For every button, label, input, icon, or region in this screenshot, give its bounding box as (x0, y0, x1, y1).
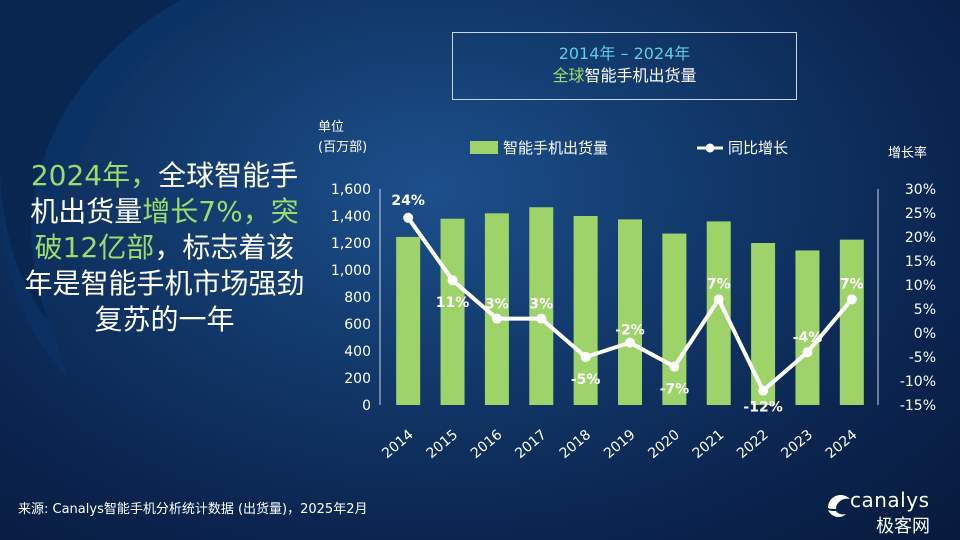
headline-part4: 突破12亿部 (34, 195, 299, 264)
watermark: 极客网 (876, 516, 930, 537)
x-tick-label: 2015 (424, 427, 462, 462)
right-tick-label: 15% (905, 254, 936, 270)
growth-point-2014 (403, 212, 414, 223)
chart-title-years: 2014年 – 2024年 (558, 44, 691, 63)
growth-point-2024 (846, 294, 857, 305)
right-tick-label: 25% (905, 206, 936, 222)
x-tick-label: 2018 (557, 427, 595, 462)
growth-data-label: 7% (840, 276, 864, 292)
growth-data-label: 3% (485, 297, 509, 313)
x-tick-label: 2014 (379, 427, 417, 462)
bar-2020 (662, 233, 687, 405)
x-tick-label: 2024 (823, 427, 861, 462)
right-tick-label: 10% (905, 278, 936, 294)
right-tick-label: 5% (914, 302, 936, 318)
growth-point-2019 (625, 337, 635, 348)
bar-2015 (440, 218, 465, 405)
growth-data-label: -12% (743, 400, 782, 416)
growth-point-2020 (669, 361, 680, 372)
growth-data-label: 3% (529, 297, 553, 313)
x-tick-label: 2022 (734, 427, 772, 462)
headline-part5: ，标志着该年是智能手机市场强劲复苏的一年 (24, 231, 305, 336)
legend-bar-swatch (470, 141, 498, 154)
left-tick-label: 800 (344, 290, 371, 306)
headline-part2: 全球智能手机出货量 (30, 159, 299, 228)
left-tick-label: 1,000 (331, 263, 371, 279)
growth-data-label: 24% (391, 193, 425, 209)
x-tick-label: 2019 (601, 427, 639, 462)
source-note: 来源: Canalys智能手机分析统计数据 (出货量)，2025年2月 (18, 502, 368, 517)
brand-name: canalys (850, 488, 930, 512)
left-tick-label: 200 (344, 371, 371, 387)
left-axis-unit-line2: (百万部) (318, 140, 367, 155)
legend-line-marker (705, 143, 715, 153)
right-tick-label: -10% (900, 374, 936, 390)
bar-2019 (618, 219, 642, 405)
chart-title-green: 全球 (552, 66, 585, 85)
growth-data-label: 7% (707, 276, 731, 292)
legend-bar-label: 智能手机出货量 (503, 139, 608, 157)
chart-title-box: 2014年 – 2024年 全球智能手机出货量 (452, 32, 797, 100)
right-tick-label: 30% (905, 182, 936, 198)
right-tick-label: -15% (900, 398, 936, 414)
growth-point-2018 (580, 352, 591, 362)
x-tick-label: 2023 (778, 427, 816, 462)
growth-data-label: 11% (436, 295, 470, 311)
growth-point-2023 (802, 347, 813, 358)
left-tick-label: 1,400 (331, 209, 371, 225)
legend-line-label: 同比增长 (728, 139, 788, 157)
x-tick-label: 2017 (512, 427, 550, 462)
growth-data-label: -2% (615, 323, 645, 339)
growth-point-2022 (758, 385, 769, 396)
growth-point-2015 (447, 275, 458, 286)
x-tick-label: 2020 (645, 427, 683, 462)
left-tick-label: 1,600 (331, 182, 371, 198)
growth-point-2017 (536, 313, 547, 324)
growth-point-2021 (713, 294, 724, 305)
right-tick-label: 0% (914, 326, 936, 342)
bar-2014 (396, 236, 421, 405)
headline-part3: 增长7%， (142, 195, 271, 228)
left-tick-label: 400 (344, 344, 371, 360)
x-tick-label: 2021 (690, 427, 728, 462)
growth-data-label: -5% (571, 372, 601, 388)
bar-2023 (795, 250, 820, 405)
bar-2017 (529, 207, 554, 405)
right-axis-label: 增长率 (888, 145, 927, 161)
left-tick-label: 600 (344, 317, 371, 333)
growth-point-2016 (491, 313, 502, 324)
headline: 2024年，全球智能手机出货量增长7%，突破12亿部，标志着该年是智能手机市场强… (22, 158, 307, 338)
growth-data-label: -4% (793, 330, 823, 346)
left-tick-label: 0 (362, 398, 371, 414)
canalys-logo-icon (828, 495, 850, 518)
left-tick-label: 1,200 (331, 236, 371, 252)
x-tick-label: 2016 (468, 427, 506, 462)
chart-title-rest: 智能手机出货量 (584, 66, 697, 85)
bar-2024 (839, 239, 864, 405)
right-tick-label: -5% (909, 350, 936, 366)
bar-2018 (573, 216, 598, 405)
left-axis-unit-line1: 单位 (318, 120, 344, 135)
growth-data-label: -7% (660, 382, 690, 398)
right-tick-label: 20% (905, 230, 936, 246)
headline-part1: 2024年， (30, 159, 159, 192)
chart-title-main: 全球智能手机出货量 (453, 65, 796, 87)
